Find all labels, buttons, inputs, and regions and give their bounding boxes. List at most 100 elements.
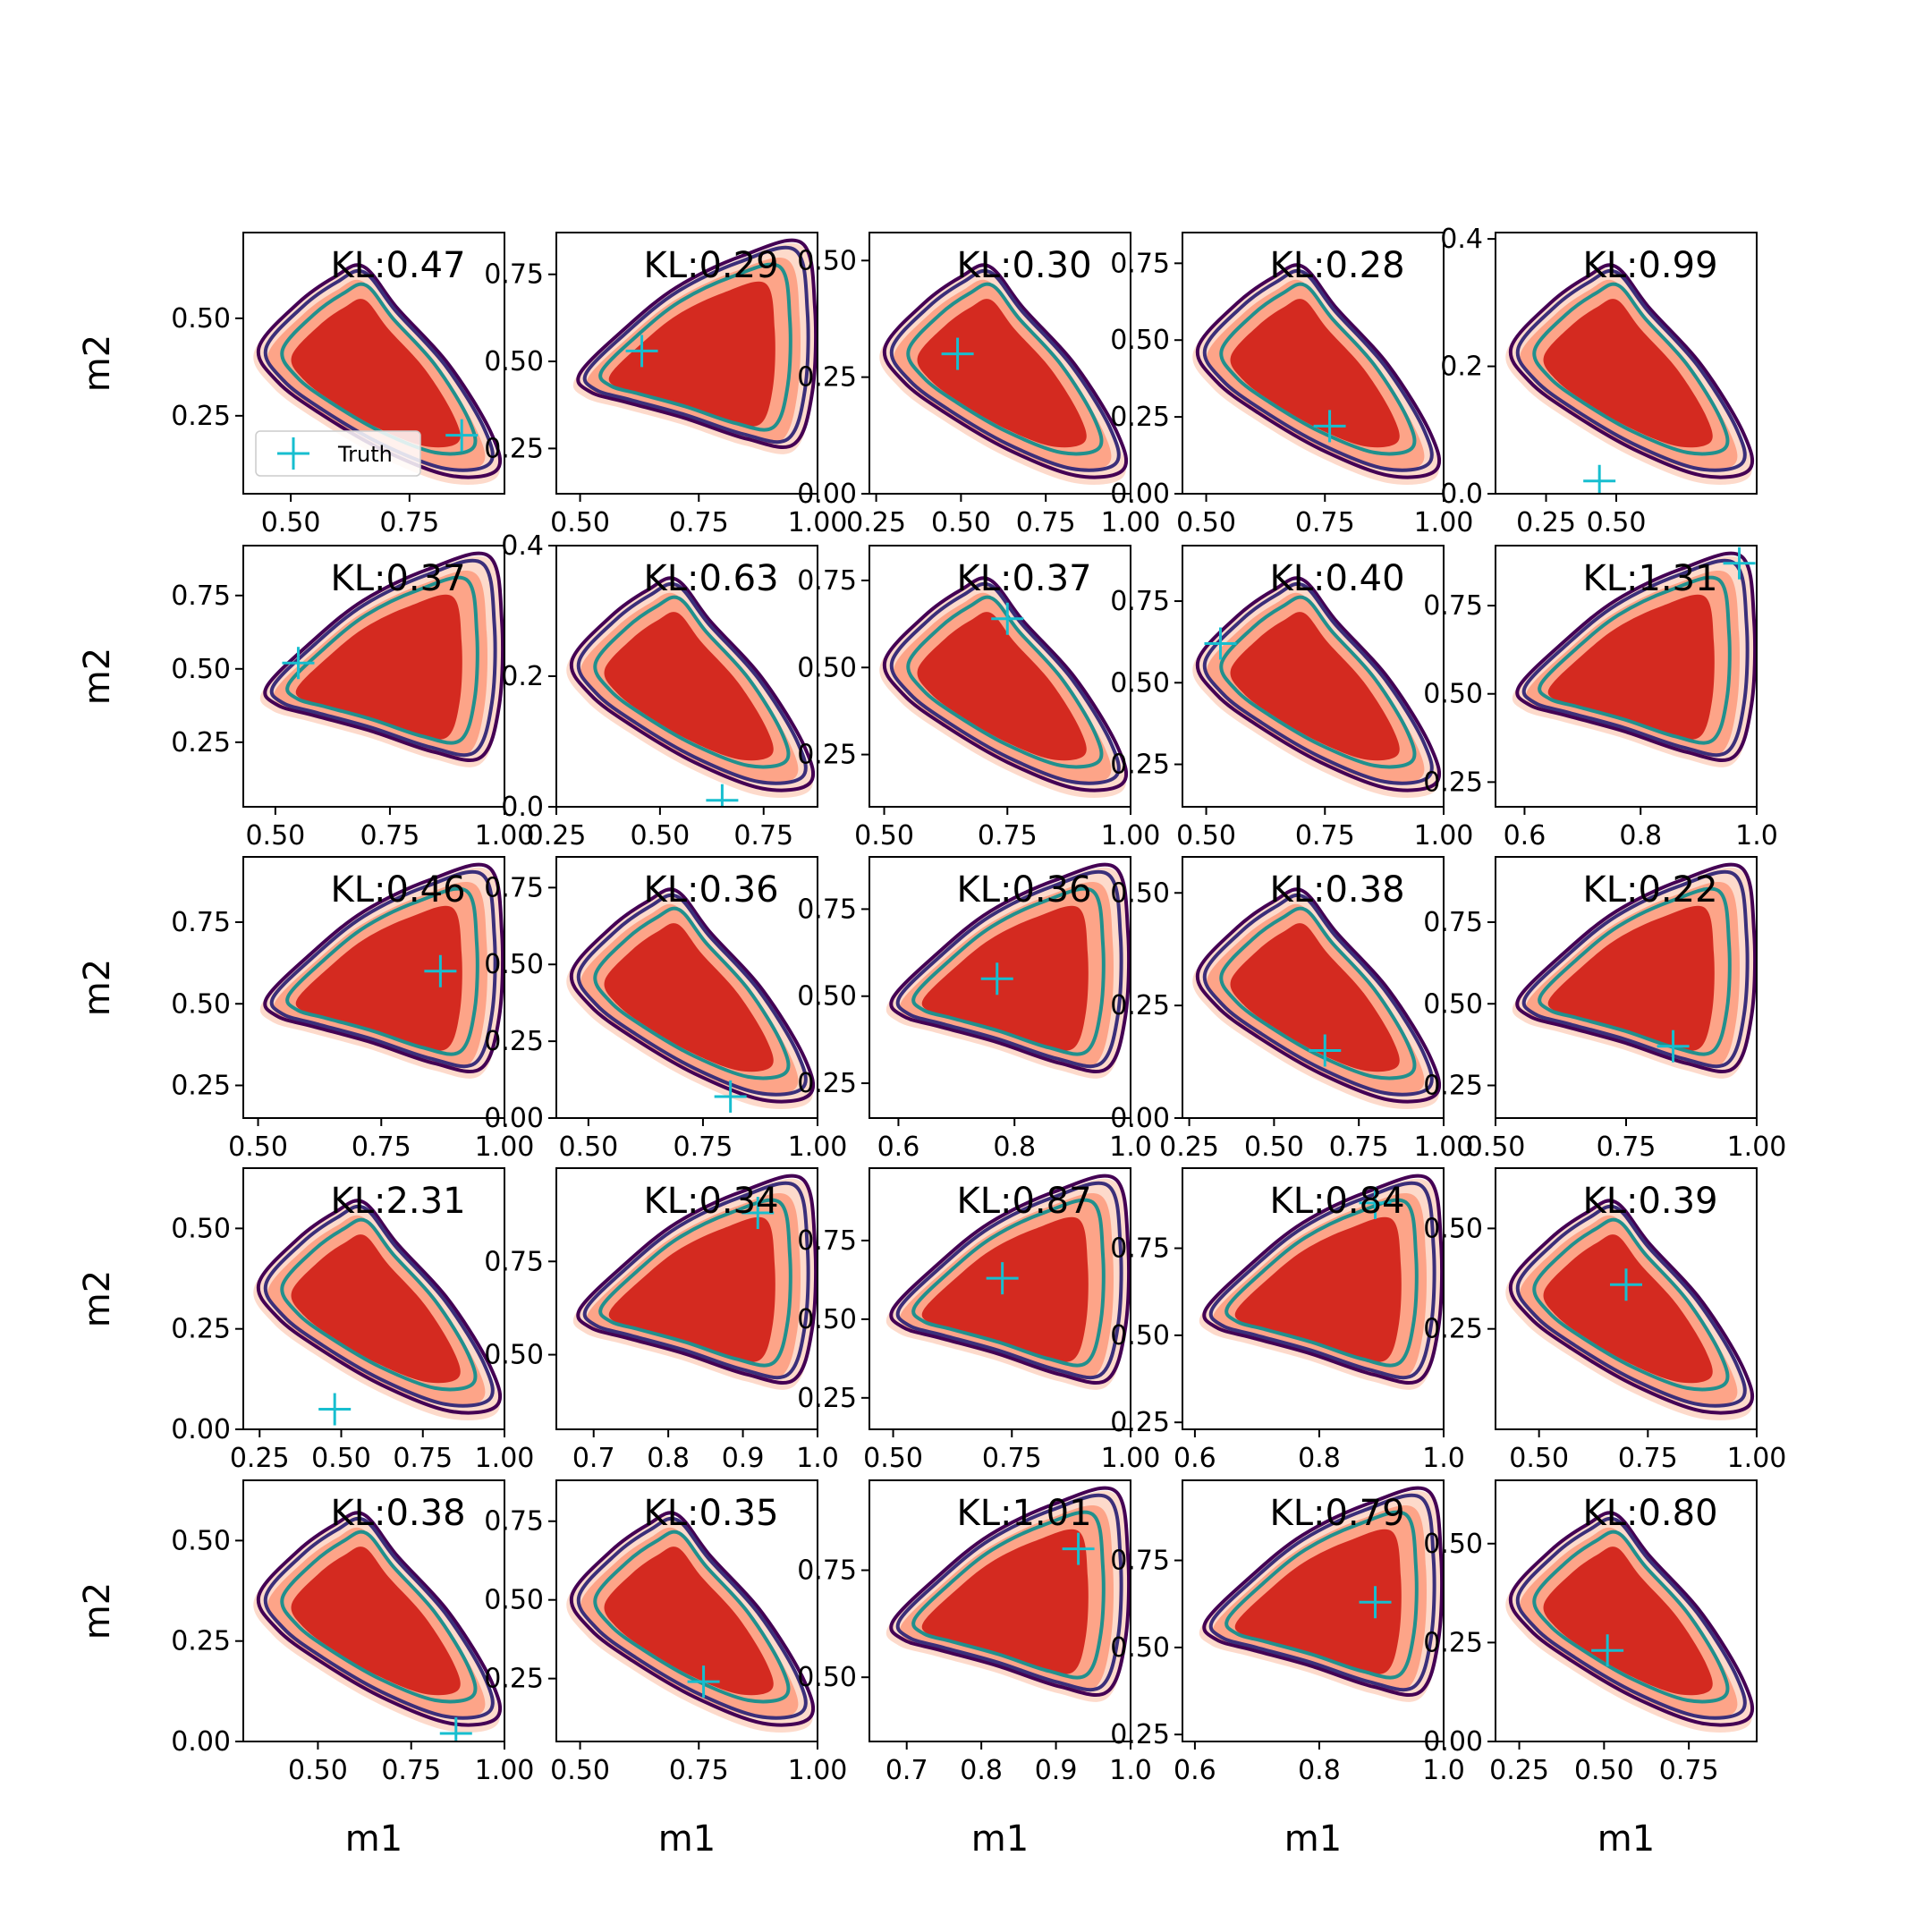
- x-tick-label: 1.00: [1414, 507, 1474, 538]
- contour-outer: [1515, 862, 1757, 1073]
- y-tick-label: 0.75: [797, 1555, 857, 1587]
- x-tick-label: 0.50: [245, 820, 305, 852]
- kl-annotation: KL:2.31: [330, 1181, 465, 1222]
- kl-annotation: KL:0.37: [330, 558, 465, 599]
- y-tick-label: 0.25: [171, 1314, 231, 1345]
- y-tick-label: 0.25: [171, 1071, 231, 1102]
- y-tick-label: 0.25: [1110, 990, 1170, 1021]
- axes-frame: [555, 1167, 818, 1430]
- kl-annotation: KL:0.47: [330, 245, 465, 286]
- x-axis-label: m1: [1284, 1818, 1342, 1860]
- y-tick-label: 0.50: [484, 346, 544, 377]
- density-fill-core: [921, 1216, 1089, 1362]
- density-fill-core: [295, 594, 462, 740]
- contour-outer: [1202, 1486, 1444, 1697]
- contour-inner: [1532, 1217, 1730, 1392]
- contour-inner: [1538, 886, 1732, 1056]
- y-axis-label: m2: [77, 1270, 118, 1327]
- y-tick-label: 0.75: [1110, 1546, 1170, 1577]
- contour-inner: [1224, 1198, 1419, 1368]
- panel-23: 0.7 0.8 0.9 1.0 0.50 0.75 KL:1.01 m1: [797, 1479, 1152, 1860]
- density-fill-core: [604, 923, 774, 1072]
- axes-frame: [242, 1479, 505, 1742]
- y-tick-label: 0.50: [1423, 679, 1483, 710]
- contour-inner: [911, 886, 1106, 1056]
- density-fill-core: [1543, 1234, 1713, 1384]
- y-tick-label: 0.50: [171, 1213, 231, 1244]
- x-tick-label: 0.25: [1159, 1131, 1219, 1163]
- contour-outer: [1195, 576, 1442, 792]
- contour-middle: [1202, 268, 1434, 472]
- y-tick-label: 0.50: [171, 1525, 231, 1556]
- density-layer: [259, 862, 504, 1079]
- x-tick-label: 1.0: [1109, 1131, 1152, 1163]
- axes-frame: [555, 1479, 818, 1742]
- y-tick-label: 0.50: [1423, 1529, 1483, 1560]
- y-tick-label: 0.00: [1110, 1103, 1170, 1134]
- x-tick-label: 0.50: [1176, 507, 1236, 538]
- y-tick-label: 0.25: [1110, 402, 1170, 433]
- y-tick-label: 0.50: [1110, 1320, 1170, 1352]
- density-fill-core: [1234, 1529, 1402, 1674]
- y-tick-label: 0.25: [797, 740, 857, 771]
- contour-middle: [1208, 1181, 1436, 1380]
- x-tick-label: 0.75: [1659, 1755, 1719, 1786]
- x-axis-label: m1: [658, 1818, 716, 1860]
- x-tick-label: 0.50: [1574, 1755, 1634, 1786]
- density-layer: [886, 862, 1131, 1079]
- y-tick-label: 0.75: [1110, 586, 1170, 617]
- contour-outer: [576, 1174, 818, 1385]
- contour-inner: [1219, 595, 1417, 769]
- y-tick-label: 0.50: [1110, 667, 1170, 699]
- x-tick-label: 1.00: [1101, 1443, 1161, 1474]
- contour-middle: [889, 268, 1121, 472]
- x-tick-label: 0.75: [1597, 1131, 1657, 1163]
- x-tick-label: 0.6: [1504, 820, 1546, 852]
- y-tick-label: 0.75: [797, 565, 857, 597]
- panel-12: 0.50 0.75 1.00 0.00 0.25 0.50 0.75 KL:0.36: [484, 856, 847, 1163]
- y-tick-label: 0.50: [484, 1340, 544, 1371]
- x-tick-label: 1.00: [475, 1131, 535, 1163]
- y-tick-label: 0.25: [484, 433, 544, 464]
- x-tick-label: 0.50: [550, 507, 610, 538]
- x-tick-label: 1.0: [1422, 1443, 1465, 1474]
- contour-inner: [911, 1198, 1106, 1368]
- density-layer: [259, 551, 504, 767]
- y-tick-label: 0.25: [1423, 1314, 1483, 1345]
- kl-annotation: KL:0.34: [643, 1181, 778, 1222]
- contour-middle: [1515, 268, 1747, 472]
- x-tick-label: 0.50: [228, 1131, 288, 1163]
- x-tick-label: 0.8: [993, 1131, 1036, 1163]
- x-tick-label: 0.50: [1509, 1443, 1569, 1474]
- kl-annotation: KL:0.79: [1269, 1493, 1404, 1534]
- density-fill-core: [604, 612, 774, 761]
- x-tick-label: 1.0: [1735, 820, 1778, 852]
- x-tick-label: 1.0: [1422, 1755, 1465, 1786]
- density-layer: [253, 1511, 503, 1741]
- x-tick-label: 0.75: [360, 820, 420, 852]
- truth-marker: [980, 962, 1013, 996]
- density-fill-core: [291, 1546, 461, 1696]
- contour-middle: [582, 245, 810, 445]
- contour-outer: [889, 1486, 1131, 1697]
- x-tick-label: 1.00: [475, 1443, 535, 1474]
- y-tick-label: 0.75: [797, 894, 857, 925]
- contour-outer: [576, 238, 818, 449]
- x-tick-label: 1.00: [1101, 820, 1161, 852]
- density-fill-core: [291, 1234, 461, 1384]
- x-tick-label: 0.75: [669, 1755, 729, 1786]
- axes-frame: [1182, 856, 1445, 1119]
- y-tick-label: 0.50: [484, 949, 544, 980]
- density-fill-core: [921, 1529, 1089, 1674]
- truth-marker: [1204, 627, 1237, 660]
- y-tick-label: 0.75: [484, 1506, 544, 1538]
- truth-marker: [1313, 410, 1346, 443]
- panel-21: 0.50 0.75 1.00 0.00 0.25 0.50 KL:0.38 m2 m1: [77, 1479, 534, 1860]
- axes-frame: [555, 232, 818, 495]
- truth-marker: [1610, 1268, 1642, 1301]
- density-layer: [566, 1511, 816, 1733]
- x-tick-label: 1.00: [1101, 507, 1161, 538]
- x-tick-label: 0.75: [379, 507, 439, 538]
- contour-middle: [1515, 1204, 1747, 1408]
